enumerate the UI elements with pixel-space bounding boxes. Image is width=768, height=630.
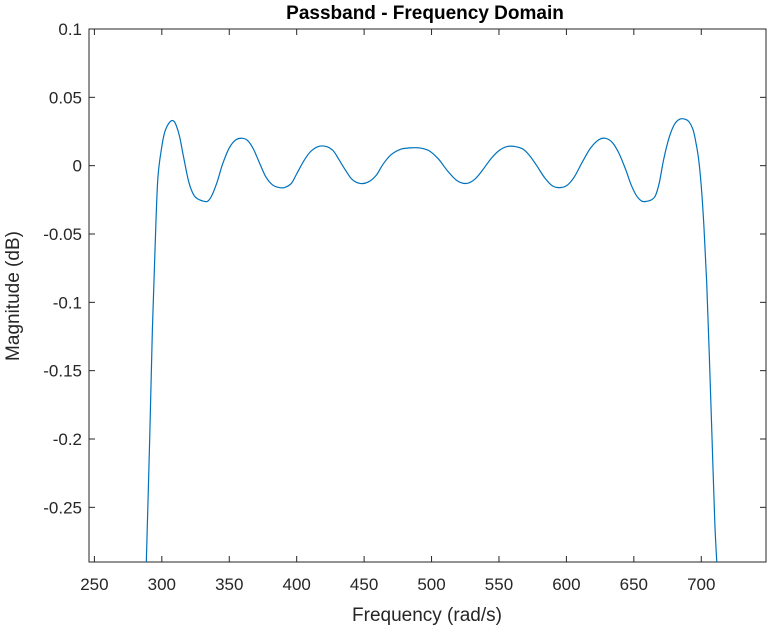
x-tick-label: 450 (350, 575, 378, 594)
axes-box (88, 28, 767, 563)
y-tick-label: 0.05 (49, 88, 82, 107)
x-tick-label: 500 (417, 575, 445, 594)
x-tick-label: 600 (552, 575, 580, 594)
x-axis: 250 300 350 400 450 500 550 600 650 700 (80, 29, 715, 594)
y-tick-label: -0.25 (43, 498, 82, 517)
series-line (145, 118, 718, 563)
y-axis: 0.1 0.05 0 -0.05 -0.1 -0.15 -0.2 -0.25 (43, 20, 766, 517)
y-tick-label: -0.2 (53, 430, 82, 449)
x-tick-label: 350 (215, 575, 243, 594)
y-tick-label: -0.15 (43, 362, 82, 381)
x-axis-label: Frequency (rad/s) (352, 605, 502, 626)
x-tick-label: 650 (620, 575, 648, 594)
x-tick-label: 250 (80, 575, 108, 594)
x-tick-label: 700 (687, 575, 715, 594)
y-tick-label: -0.1 (53, 293, 82, 312)
y-tick-label: 0 (73, 157, 82, 176)
y-tick-label: -0.05 (43, 225, 82, 244)
chart-title: Passband - Frequency Domain (286, 3, 564, 24)
plot-area: 250 300 350 400 450 500 550 600 650 700 0.1 0.05 0 -… (43, 20, 767, 594)
x-tick-label: 400 (282, 575, 310, 594)
x-tick-label: 300 (148, 575, 176, 594)
y-tick-label: 0.1 (58, 20, 82, 39)
x-tick-label: 550 (485, 575, 513, 594)
y-axis-label: Magnitude (dB) (3, 231, 24, 361)
